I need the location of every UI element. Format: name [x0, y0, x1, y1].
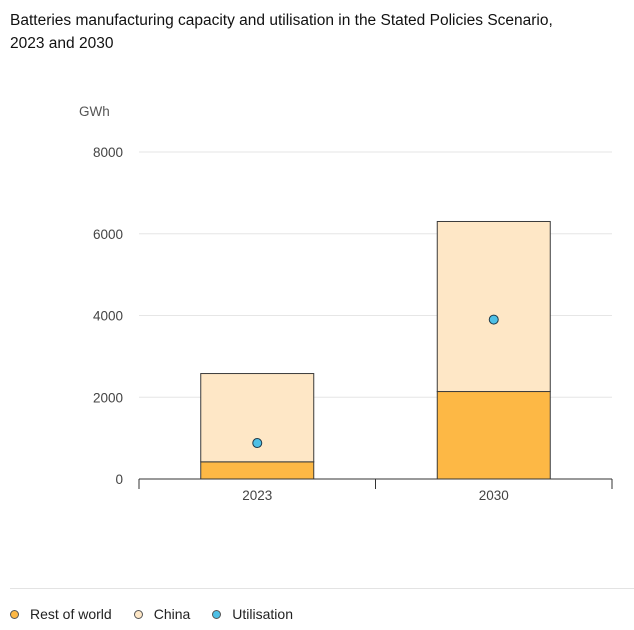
chart-svg: GWh 0 2000 4000 6000 8000 2023 2030	[79, 104, 613, 503]
y-tick-label-6000: 6000	[93, 227, 123, 242]
bar-china-2030	[436, 220, 551, 393]
legend-label-china: China	[153, 606, 191, 622]
legend-item-rest-of-world[interactable]: Rest of world	[10, 606, 112, 622]
legend-label-utilisation: Utilisation	[232, 606, 293, 622]
y-tick-label-4000: 4000	[93, 309, 123, 324]
y-tick-label-8000: 8000	[93, 145, 123, 160]
legend: Rest of world China Utilisation	[10, 606, 315, 622]
y-tick-label-2000: 2000	[93, 390, 123, 405]
bar-china-2023	[200, 373, 315, 463]
y-tick-label-0: 0	[115, 472, 123, 487]
legend-swatch-utilisation	[212, 609, 222, 619]
x-tick-label-2030: 2030	[479, 488, 509, 503]
legend-item-china[interactable]: China	[133, 606, 191, 622]
y-axis-unit-label: GWh	[79, 104, 110, 119]
bars-layer	[200, 220, 551, 480]
legend-swatch-china	[133, 609, 143, 619]
x-tick-label-2023: 2023	[242, 488, 272, 503]
bar-rest-of-world-2023	[200, 461, 315, 480]
utilisation-points-layer	[252, 314, 499, 449]
legend-item-utilisation[interactable]: Utilisation	[212, 606, 293, 622]
point-utilisation-2023	[252, 438, 263, 449]
legend-swatch-rest-of-world	[10, 609, 19, 619]
legend-label-rest-of-world: Rest of world	[30, 606, 112, 622]
point-utilisation-2030	[488, 314, 499, 325]
bar-rest-of-world-2030	[436, 391, 551, 480]
x-axis: 2023 2030	[138, 478, 613, 503]
legend-divider	[10, 588, 634, 589]
y-axis: GWh 0 2000 4000 6000 8000	[79, 104, 123, 487]
chart-title: Batteries manufacturing capacity and uti…	[10, 12, 553, 52]
